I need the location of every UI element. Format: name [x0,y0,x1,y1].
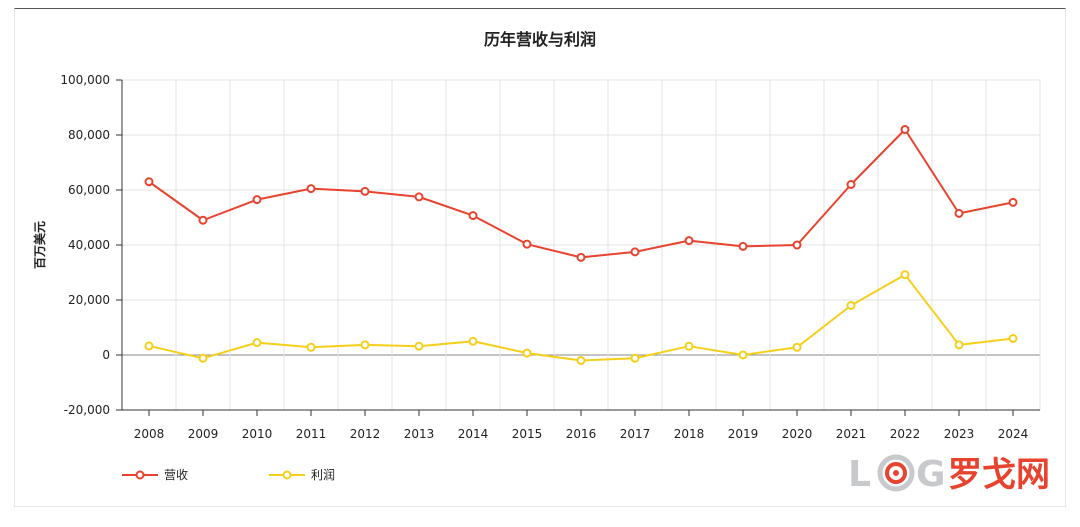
data-point-0-3 [306,184,316,194]
data-point-1-1 [198,353,208,363]
data-point-0-4 [360,186,370,196]
x-tick-label: 2019 [728,427,759,441]
x-tick-label: 2012 [350,427,381,441]
data-point-0-11 [738,241,748,251]
legend-swatch-profit [269,470,305,479]
data-point-1-14 [900,270,910,280]
data-point-0-7 [522,239,532,249]
x-tick-label: 2023 [944,427,975,441]
data-point-1-6 [468,336,478,346]
chart-frame [14,8,1066,507]
data-point-1-3 [306,342,316,352]
data-point-1-12 [792,342,802,352]
data-point-0-15 [954,208,964,218]
data-point-0-9 [630,247,640,257]
data-point-0-0 [144,177,154,187]
series-line-1 [148,273,1014,362]
x-tick-label: 2020 [782,427,813,441]
data-point-0-8 [576,252,586,262]
y-axis-label: 百万美元 [32,221,47,269]
data-point-0-16 [1008,197,1018,207]
data-point-0-12 [792,240,802,250]
data-point-0-13 [846,180,856,189]
x-tick-label: 2008 [134,427,165,441]
legend-item-revenue[interactable]: 营收 [122,466,188,483]
data-point-0-6 [468,211,478,221]
y-tick-label: 40,000 [68,238,110,252]
y-tick-label: 60,000 [68,183,110,197]
legend-label-profit: 利润 [311,468,336,482]
data-point-1-2 [252,338,262,348]
legend-swatch-revenue [122,470,158,479]
chart-title: 历年营收与利润 [483,30,596,49]
data-point-0-2 [252,195,262,205]
legend-item-profit[interactable]: 利润 [269,466,335,483]
x-tick-label: 2021 [836,427,867,441]
x-tick-label: 2009 [188,427,219,441]
data-point-0-5 [414,192,424,202]
x-tick-label: 2010 [242,427,273,441]
data-point-1-0 [144,341,154,351]
y-tick-label: 100,000 [60,73,110,87]
logo-watermark: L G 罗戈网 [848,454,1050,495]
x-tick-label: 2011 [296,427,327,441]
y-tick-label: 80,000 [68,128,110,142]
data-point-0-10 [684,236,694,246]
x-tick-label: 2013 [404,427,435,441]
data-point-1-13 [846,301,856,310]
x-tick-label: 2014 [458,427,489,441]
logo-letter-l: L [848,454,871,495]
logo-target-icon [877,454,915,492]
series-line-0 [148,128,1014,259]
x-tick-label: 2024 [998,427,1029,441]
y-tick-label: 0 [102,348,110,362]
data-point-1-10 [684,341,694,351]
data-point-1-5 [414,341,424,351]
x-tick-label: 2022 [890,427,921,441]
x-tick-label: 2018 [674,427,705,441]
x-tick-label: 2015 [512,427,543,441]
data-point-1-7 [522,348,532,358]
data-point-1-16 [1008,334,1018,343]
data-point-0-1 [198,215,208,225]
legend-label-revenue: 营收 [164,468,189,482]
x-tick-label: 2017 [620,427,651,441]
data-point-1-11 [738,350,748,360]
data-point-1-15 [954,340,964,350]
data-point-1-4 [360,340,370,350]
logo-letter-g: G [916,454,946,495]
data-point-0-14 [900,125,910,134]
data-point-1-8 [576,356,586,365]
y-tick-label: 20,000 [68,293,110,307]
logo-brand-text: 罗戈网 [948,455,1050,495]
x-tick-label: 2016 [566,427,597,441]
data-point-1-9 [630,353,640,363]
y-tick-label: -20,000 [64,403,110,417]
